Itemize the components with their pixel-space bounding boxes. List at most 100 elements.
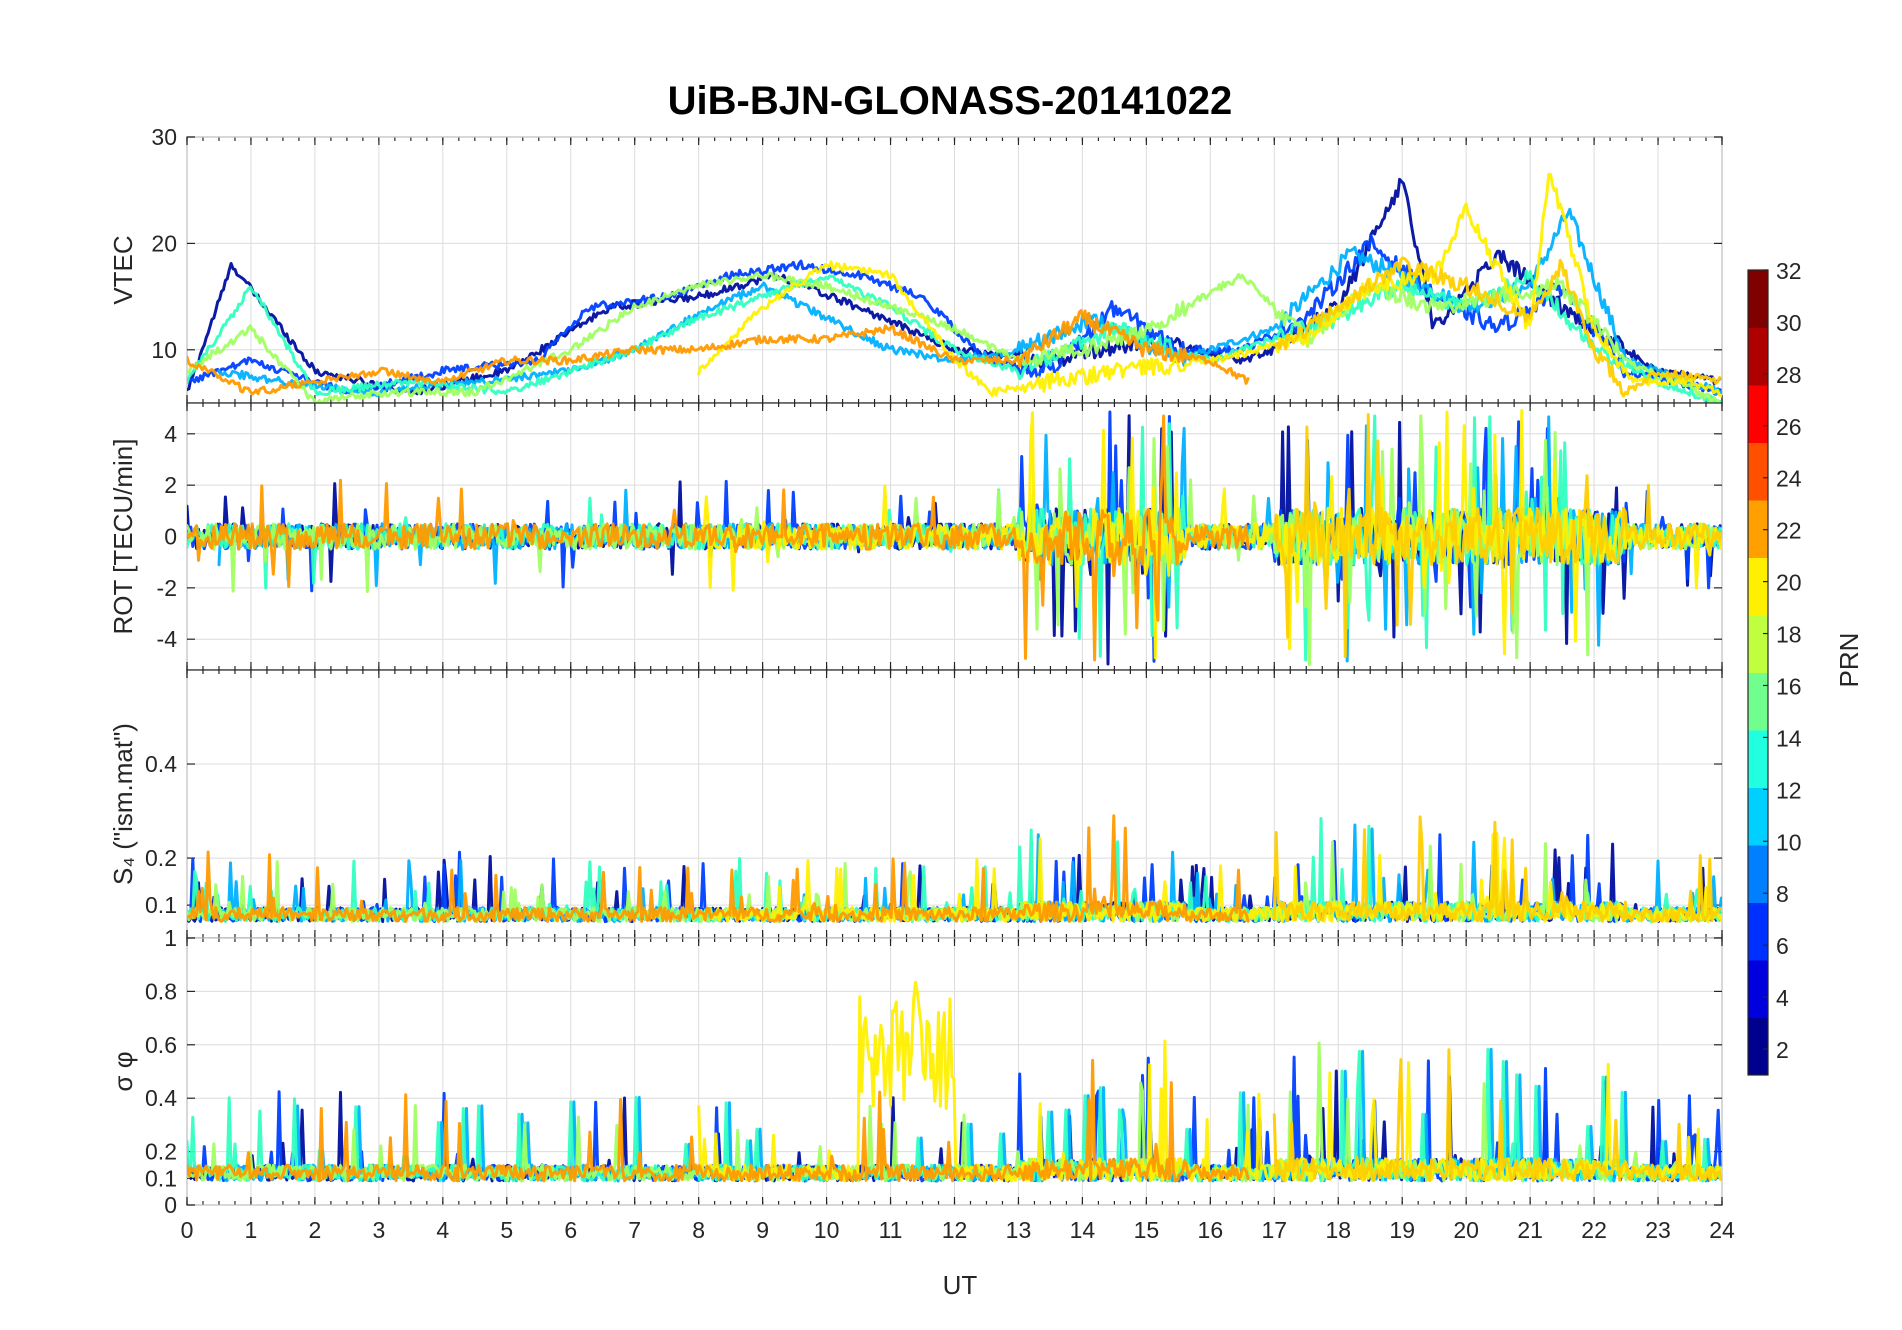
x-tick-label: 4 [436, 1217, 449, 1243]
colorbar-tick-label: 26 [1776, 414, 1802, 440]
vtec-panel: 10 20 30 VTEC [108, 124, 1723, 404]
s4-y-tick-label: 0.4 [145, 751, 177, 777]
sigma-y-tick-label: 1 [164, 925, 177, 951]
x-tick-label: 20 [1453, 1217, 1479, 1243]
rot-y-tick-label: 0 [164, 524, 177, 550]
sigma-y-tick-label: 0.6 [145, 1032, 177, 1058]
x-tick-label: 16 [1198, 1217, 1224, 1243]
vtec-series-prn-17 [187, 271, 1721, 403]
colorbar-segment [1748, 960, 1768, 1018]
colorbar-segment [1748, 557, 1768, 616]
colorbar-tick-label: 28 [1776, 362, 1802, 388]
colorbar-segment [1748, 500, 1768, 558]
colorbar-segment [1748, 730, 1768, 788]
sigma-series-group [187, 980, 1722, 1183]
colorbar-segment [1748, 327, 1768, 386]
s4-y-tick-label: 0.1 [145, 892, 177, 918]
x-tick-label: 8 [692, 1217, 705, 1243]
x-tick-label: 17 [1261, 1217, 1287, 1243]
x-tick-labels: 0 1 2 3 4 5 6 7 8 9 10 11 12 13 14 15 16 17 18 19 20 21 22 23 24 [181, 1217, 1735, 1243]
x-tick-label: 23 [1645, 1217, 1671, 1243]
s4-y-tick-label: 0.2 [145, 845, 177, 871]
x-tick-label: 9 [756, 1217, 769, 1243]
x-tick-label: 11 [879, 1217, 903, 1243]
x-tick-label: 18 [1325, 1217, 1351, 1243]
rot-y-tick-label: 2 [164, 472, 177, 498]
colorbar-tick-label: 20 [1776, 570, 1802, 596]
vtec-series-prn-23 [187, 309, 1250, 396]
colorbar-segment [1748, 615, 1768, 673]
vtec-y-tick-label: 20 [151, 230, 177, 256]
x-tick-label: 7 [628, 1217, 641, 1243]
colorbar-segment [1748, 672, 1768, 731]
colorbar-tick-label: 32 [1776, 258, 1802, 284]
s4-series-prn-23 [187, 814, 1250, 923]
x-tick-label: 2 [309, 1217, 322, 1243]
colorbar-tick-label: 30 [1776, 310, 1802, 336]
x-tick-label: 10 [814, 1217, 840, 1243]
sigma-series-prn-22 [1272, 1048, 1722, 1183]
x-tick-label: 21 [1517, 1217, 1543, 1243]
vtec-series-prn-22 [1272, 256, 1722, 398]
chart-title: UiB-BJN-GLONASS-20141022 [668, 79, 1233, 123]
sigma-panel: 00.10.2 0.4 0.6 0.8 1 σ φ [108, 925, 1723, 1218]
s4-series-group [187, 814, 1722, 923]
x-tick-label: 14 [1070, 1217, 1096, 1243]
colorbar-segment [1748, 270, 1768, 328]
x-axis-label: UT [943, 1270, 978, 1300]
s4-panel: 0.1 0.2 0.4 S₄ ("ism.mat") [108, 669, 1723, 939]
vtec-series-prn-1 [187, 177, 1722, 396]
x-tick-label: 3 [372, 1217, 385, 1243]
colorbar-tick-label: 24 [1776, 466, 1802, 492]
sigma-y-axis-label: σ φ [108, 1051, 138, 1091]
rot-panel: -4 -2 0 2 4 ROT [TECU/min] [108, 402, 1723, 671]
sigma-y-tick-label: 0 [164, 1192, 177, 1218]
colorbar-tick-label: 12 [1776, 777, 1802, 803]
colorbar-segment [1748, 787, 1768, 846]
vtec-series-prn-9 [217, 207, 1722, 397]
rot-series-group [187, 409, 1722, 666]
s4-series-prn-22 [1272, 815, 1722, 923]
sigma-y-tick-label: 0.2 [145, 1139, 177, 1165]
rot-y-axis-label: ROT [TECU/min] [108, 439, 138, 635]
colorbar-tick-label: 6 [1776, 933, 1789, 959]
colorbar-segment [1748, 385, 1768, 443]
x-tick-label: 5 [500, 1217, 513, 1243]
colorbar-segment [1748, 845, 1768, 903]
x-tick-label: 12 [942, 1217, 968, 1243]
rot-series-prn-23 [187, 414, 1250, 662]
rot-y-tick-label: -2 [157, 575, 177, 601]
colorbar-tick-label: 14 [1776, 725, 1802, 751]
colorbar-tick-label: 22 [1776, 518, 1802, 544]
x-tick-label: 15 [1134, 1217, 1160, 1243]
sigma-series-prn-23 [187, 1058, 1250, 1183]
sigma-y-tick-label: 0.1 [145, 1165, 177, 1191]
colorbar-tick-label: 8 [1776, 881, 1789, 907]
colorbar-frame [1747, 269, 1769, 1076]
colorbar-tick-label: 2 [1776, 1037, 1789, 1063]
colorbar-tick-label: 16 [1776, 673, 1802, 699]
x-tick-label: 1 [245, 1217, 258, 1243]
colorbar-segment [1748, 1017, 1768, 1076]
s4-y-axis-label: S₄ ("ism.mat") [108, 723, 138, 885]
vtec-series-group [187, 172, 1722, 403]
x-tick-label: 19 [1389, 1217, 1415, 1243]
x-tick-label: 0 [181, 1217, 194, 1243]
rot-y-tick-label: -4 [157, 626, 178, 652]
x-tick-label: 22 [1581, 1217, 1607, 1243]
rot-series-prn-22 [1272, 413, 1722, 658]
sigma-y-tick-label: 0.4 [145, 1085, 177, 1111]
colorbar-label: PRN [1834, 633, 1864, 688]
colorbar-tick-label: 10 [1776, 829, 1802, 855]
x-tick-label: 24 [1709, 1217, 1735, 1243]
colorbar-tick-label: 18 [1776, 622, 1802, 648]
x-tick-label: 13 [1006, 1217, 1032, 1243]
sigma-y-tick-label: 0.8 [145, 978, 177, 1004]
x-tick-label: 6 [564, 1217, 577, 1243]
colorbar-segment [1748, 442, 1768, 501]
vtec-y-axis-label: VTEC [108, 235, 138, 304]
vtec-y-tick-label: 30 [151, 124, 177, 150]
vtec-y-tick-label: 10 [151, 337, 177, 363]
